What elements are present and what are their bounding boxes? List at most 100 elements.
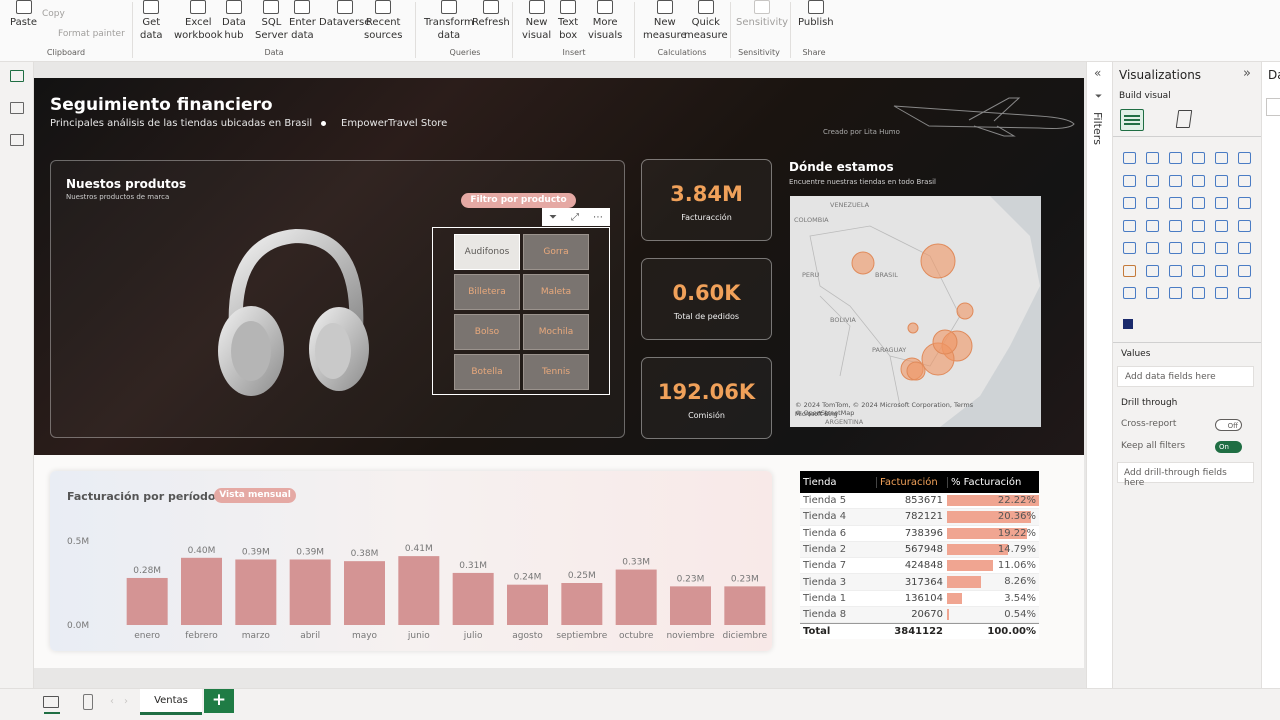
visual-type-icon[interactable]: [1123, 219, 1136, 232]
bar-abril[interactable]: [289, 559, 331, 625]
ribbon-button-text-box[interactable]: Text box: [558, 0, 578, 42]
collapse-icon[interactable]: «: [1094, 66, 1102, 80]
ribbon-button-new-visual[interactable]: New visual: [522, 0, 551, 42]
format-visual-icon[interactable]: [1175, 110, 1193, 128]
visual-type-icon[interactable]: [1192, 219, 1205, 232]
table-row[interactable]: Tienda 3 317364 8.26%: [800, 574, 1039, 591]
visual-type-icon[interactable]: [1169, 174, 1182, 187]
visual-type-icon[interactable]: [1192, 242, 1205, 254]
bar-agosto[interactable]: [507, 584, 548, 625]
build-visual-icon[interactable]: [1120, 109, 1144, 131]
ribbon-button-get-data[interactable]: Get data: [140, 0, 163, 42]
visual-type-icon[interactable]: [1238, 287, 1251, 299]
col-header-tienda[interactable]: Tienda: [803, 476, 837, 488]
custom-visual-icon[interactable]: [1123, 319, 1133, 329]
table-row[interactable]: Tienda 4 782121 20.36%: [800, 509, 1039, 526]
bar-julio[interactable]: [452, 572, 494, 625]
ribbon-button-more-visuals[interactable]: More visuals: [588, 0, 622, 42]
ribbon-button-recent-sources[interactable]: Recent sources: [364, 0, 402, 42]
visual-type-icon[interactable]: [1192, 152, 1205, 164]
bar-junio[interactable]: [398, 556, 440, 625]
visual-type-icon[interactable]: [1146, 242, 1159, 254]
visual-type-icon[interactable]: [1238, 174, 1251, 187]
keep-all-filters-toggle[interactable]: On: [1215, 441, 1242, 453]
format-painter-button[interactable]: Format painter: [58, 29, 125, 39]
table-row[interactable]: Tienda 7 424848 11.06%: [800, 558, 1039, 575]
visual-type-icon[interactable]: [1169, 197, 1182, 209]
bar-octubre[interactable]: [615, 569, 657, 625]
visual-type-icon[interactable]: [1169, 242, 1182, 254]
col-header-facturacion[interactable]: Facturación: [876, 476, 947, 488]
ribbon-button-publish[interactable]: Publish: [798, 0, 834, 29]
store-bubble[interactable]: [920, 243, 956, 279]
ribbon-button-paste[interactable]: Paste: [10, 0, 37, 29]
visual-type-icon[interactable]: [1146, 152, 1159, 164]
visual-type-icon[interactable]: [1123, 174, 1136, 187]
scroll-right-icon[interactable]: ›: [124, 696, 128, 707]
ribbon-button-data-hub[interactable]: Data hub: [222, 0, 246, 42]
add-drill-through-well[interactable]: Add drill-through fields here: [1117, 462, 1254, 488]
visual-type-icon[interactable]: [1238, 197, 1251, 209]
visual-type-icon[interactable]: [1123, 197, 1136, 209]
more-options-icon[interactable]: ⋯: [593, 211, 603, 223]
visual-type-icon[interactable]: [1192, 264, 1205, 277]
ribbon-button-new-measure[interactable]: New measure: [643, 0, 687, 42]
add-page-button[interactable]: +: [204, 689, 234, 713]
store-bubble[interactable]: [906, 361, 926, 381]
visual-type-icon[interactable]: [1123, 287, 1136, 299]
slicer-item-bolso[interactable]: Bolso: [454, 314, 520, 350]
report-view-icon[interactable]: [10, 70, 24, 82]
visual-type-icon[interactable]: [1215, 219, 1228, 232]
search-icon[interactable]: [1266, 98, 1280, 116]
visual-type-icon[interactable]: [1146, 174, 1159, 187]
filter-icon[interactable]: ⏷: [549, 211, 557, 223]
cross-report-toggle[interactable]: Off: [1215, 419, 1242, 431]
bar-septiembre[interactable]: [561, 583, 603, 625]
slicer-item-audifonos[interactable]: Audifonos: [454, 234, 520, 270]
desktop-layout-icon[interactable]: [43, 696, 59, 708]
slicer-item-tennis[interactable]: Tennis: [523, 354, 589, 390]
visual-type-icon[interactable]: [1146, 287, 1159, 299]
visual-type-icon[interactable]: [1123, 264, 1136, 277]
add-data-fields-well[interactable]: Add data fields here: [1117, 366, 1254, 387]
slicer-item-billetera[interactable]: Billetera: [454, 274, 520, 310]
visual-type-icon[interactable]: [1146, 264, 1159, 277]
visual-type-icon[interactable]: [1192, 174, 1205, 187]
slicer-item-botella[interactable]: Botella: [454, 354, 520, 390]
visual-type-icon[interactable]: [1215, 174, 1228, 187]
col-header-pct[interactable]: % Facturación: [947, 476, 1039, 488]
visual-type-icon[interactable]: [1215, 242, 1228, 254]
copy-button[interactable]: Copy: [42, 9, 65, 19]
bar-febrero[interactable]: [181, 557, 222, 625]
scroll-left-icon[interactable]: ‹: [110, 696, 114, 707]
table-row[interactable]: Tienda 2 567948 14.79%: [800, 541, 1039, 559]
expand-icon[interactable]: »: [1243, 66, 1251, 81]
visual-type-icon[interactable]: [1192, 287, 1205, 299]
bar-marzo[interactable]: [235, 559, 277, 625]
store-bubble[interactable]: [907, 322, 919, 334]
filters-pane-collapsed[interactable]: « ⏷ Filters: [1086, 62, 1113, 688]
table-row[interactable]: Tienda 1 136104 3.54%: [800, 590, 1039, 608]
ribbon-button-enter-data[interactable]: Enter data: [289, 0, 316, 42]
visual-type-icon[interactable]: [1192, 197, 1205, 209]
slicer-item-maleta[interactable]: Maleta: [523, 274, 589, 310]
visual-type-icon[interactable]: [1169, 152, 1182, 164]
store-bubble[interactable]: [851, 251, 875, 275]
visual-type-icon[interactable]: [1238, 152, 1251, 164]
slicer-item-mochila[interactable]: Mochila: [523, 314, 589, 350]
ribbon-button-dataverse[interactable]: Dataverse: [319, 0, 370, 29]
visual-type-icon[interactable]: [1169, 219, 1182, 232]
table-row[interactable]: Tienda 6 738396 19.22%: [800, 525, 1039, 542]
model-view-icon[interactable]: [10, 134, 24, 146]
slicer-item-gorra[interactable]: Gorra: [523, 234, 589, 270]
visual-type-icon[interactable]: [1238, 242, 1251, 254]
ribbon-button-excel-workbook[interactable]: Excel workbook: [174, 0, 223, 42]
mobile-layout-icon[interactable]: [83, 694, 93, 710]
table-view-icon[interactable]: [10, 102, 24, 114]
visual-type-icon[interactable]: [1238, 219, 1251, 232]
visual-type-icon[interactable]: [1215, 264, 1228, 277]
focus-mode-icon[interactable]: ⤢: [571, 211, 579, 223]
bar-diciembre[interactable]: [724, 586, 766, 625]
ribbon-button-transform-data[interactable]: Transform data: [424, 0, 474, 42]
page-tab-ventas[interactable]: Ventas: [140, 689, 202, 715]
